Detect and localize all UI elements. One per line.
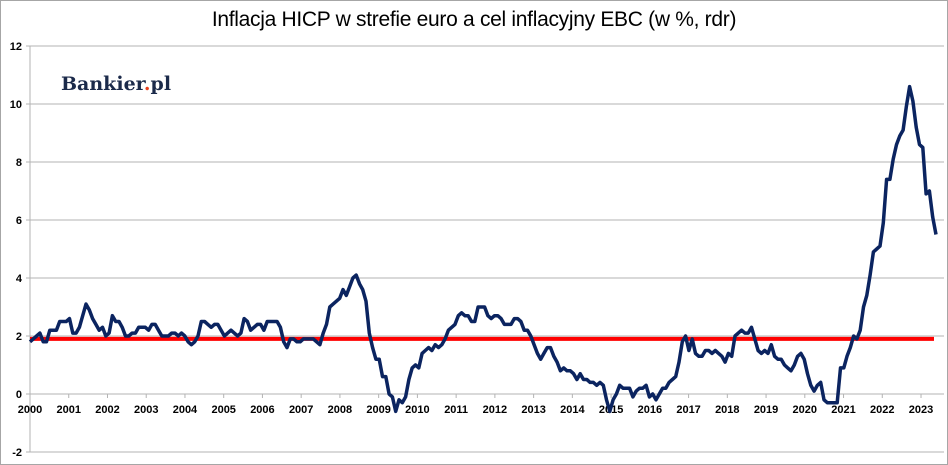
y-tick-label: 8	[16, 157, 22, 169]
x-tick-label: 2008	[328, 404, 352, 416]
chart-title: Inflacja HICP w strefie euro a cel infla…	[211, 8, 737, 31]
x-tick-label: 2020	[793, 404, 817, 416]
x-tick-label: 2014	[560, 404, 585, 416]
logo-main: Bankier	[61, 73, 144, 95]
y-tick-label: 6	[16, 215, 22, 227]
x-tick-label: 2017	[676, 404, 700, 416]
x-tick-label: 2013	[521, 404, 545, 416]
logo-tld: pl	[150, 73, 172, 95]
x-tick-label: 2022	[870, 404, 894, 416]
x-tick-label: 2003	[134, 404, 158, 416]
y-tick-label: 0	[16, 389, 22, 401]
x-tick-label: 2007	[289, 404, 313, 416]
x-tick-label: 2005	[211, 404, 235, 416]
x-tick-label: 2010	[405, 404, 429, 416]
x-tick-label: 2011	[444, 404, 468, 416]
x-tick-label: 2016	[638, 404, 662, 416]
logo-dot: .	[143, 73, 151, 95]
x-tick-label: 2009	[366, 404, 390, 416]
x-tick-label: 2006	[250, 404, 274, 416]
y-tick-label: 2	[16, 331, 22, 343]
y-tick-label: 10	[10, 99, 22, 111]
x-tick-label: 2021	[831, 404, 855, 416]
x-tick-label: 2001	[56, 404, 80, 416]
x-tick-label: 2019	[754, 404, 778, 416]
x-tick-label: 2018	[715, 404, 739, 416]
x-tick-label: 2002	[95, 404, 119, 416]
y-tick-label: 12	[10, 41, 22, 53]
bankier-logo: Bankier.pl	[57, 71, 176, 97]
x-tick-label: 2012	[483, 404, 507, 416]
x-tick-label: 2000	[18, 404, 42, 416]
hicp-inflation-line	[28, 84, 938, 414]
y-tick-label: -2	[12, 447, 22, 459]
x-tick-label: 2023	[909, 404, 933, 416]
y-tick-label: 4	[16, 273, 23, 285]
x-tick-label: 2004	[173, 404, 198, 416]
